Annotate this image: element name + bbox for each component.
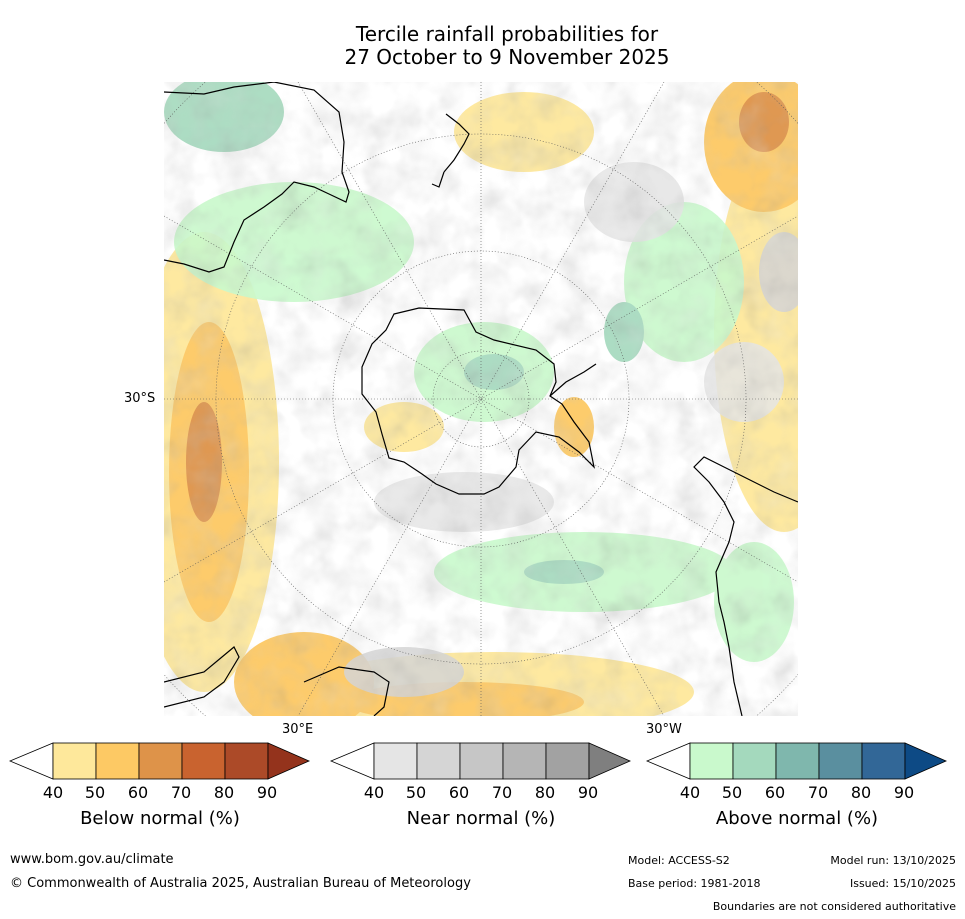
new-zealand-south (431, 171, 445, 188)
tick-label: 40 (42, 783, 64, 802)
tick-label: 90 (256, 783, 278, 802)
colorbar-segment (52, 742, 97, 780)
tick-label: 70 (491, 783, 513, 802)
base-period: Base period: 1981-2018 (628, 877, 761, 890)
colorbar-segment (689, 742, 734, 780)
colorbar-min-extension (646, 742, 691, 780)
colorbar-segment (732, 742, 777, 780)
lon-30e-label: 30°E (282, 722, 314, 737)
australia-coast (164, 82, 350, 273)
near-normal-colorbar (330, 742, 632, 780)
south-america-coast (693, 456, 798, 716)
tick-label: 70 (807, 783, 829, 802)
map-title-line-1: Tercile rainfall probabilities for (355, 22, 659, 46)
tick-label: 70 (170, 783, 192, 802)
map-title-line-2: 27 October to 9 November 2025 (344, 45, 670, 69)
colorbar-segment (373, 742, 418, 780)
colorbar-segment (459, 742, 504, 780)
model-run-date: Model run: 13/10/2025 (830, 854, 956, 867)
tick-label: 40 (363, 783, 385, 802)
colorbar-segment (95, 742, 140, 780)
colorbar-segment (181, 742, 226, 780)
colorbar-segment (224, 742, 269, 780)
colorbar-max-extension (588, 742, 631, 780)
below-normal-colorbar (9, 742, 311, 780)
lat-30s-label: 30°S (124, 391, 156, 406)
tick-label: 80 (850, 783, 872, 802)
africa-south (303, 666, 390, 716)
tick-label: 90 (893, 783, 915, 802)
below-normal-title: Below normal (%) (80, 808, 240, 829)
antarctic-peninsula (549, 363, 597, 397)
above-normal-colorbar (646, 742, 948, 780)
issued-date: Issued: 15/10/2025 (849, 877, 956, 890)
africa-coast (164, 646, 240, 708)
colorbar-segment (545, 742, 590, 780)
colorbar-min-extension (9, 742, 54, 780)
tick-label: 80 (213, 783, 235, 802)
polar-map (164, 82, 798, 716)
colorbar-segment (775, 742, 820, 780)
model-name: Model: ACCESS-S2 (628, 854, 730, 867)
antarctica-outline (361, 307, 595, 495)
tick-label: 60 (764, 783, 786, 802)
tick-label: 90 (577, 783, 599, 802)
boundary-disclaimer: Boundaries are not considered authoritat… (712, 900, 956, 913)
tick-label: 40 (679, 783, 701, 802)
colorbar-segment (861, 742, 906, 780)
tick-label: 50 (84, 783, 106, 802)
website-link[interactable]: www.bom.gov.au/climate (10, 852, 174, 867)
tick-label: 60 (448, 783, 470, 802)
new-zealand-north (443, 113, 470, 173)
colorbar-segment (818, 742, 863, 780)
coastlines (164, 82, 798, 716)
colorbar-max-extension (904, 742, 947, 780)
graticule (164, 82, 798, 716)
colorbar-min-extension (330, 742, 375, 780)
tick-label: 80 (534, 783, 556, 802)
copyright-text: © Commonwealth of Australia 2025, Austra… (10, 876, 471, 891)
near-normal-title: Near normal (%) (406, 808, 556, 829)
tick-label: 60 (127, 783, 149, 802)
colorbar-segment (502, 742, 547, 780)
tick-label: 50 (721, 783, 743, 802)
colorbar-max-extension (267, 742, 310, 780)
above-normal-title: Above normal (%) (715, 808, 879, 829)
lon-30w-label: 30°W (646, 722, 682, 737)
tick-label: 50 (405, 783, 427, 802)
colorbar-segment (138, 742, 183, 780)
colorbar-segment (416, 742, 461, 780)
